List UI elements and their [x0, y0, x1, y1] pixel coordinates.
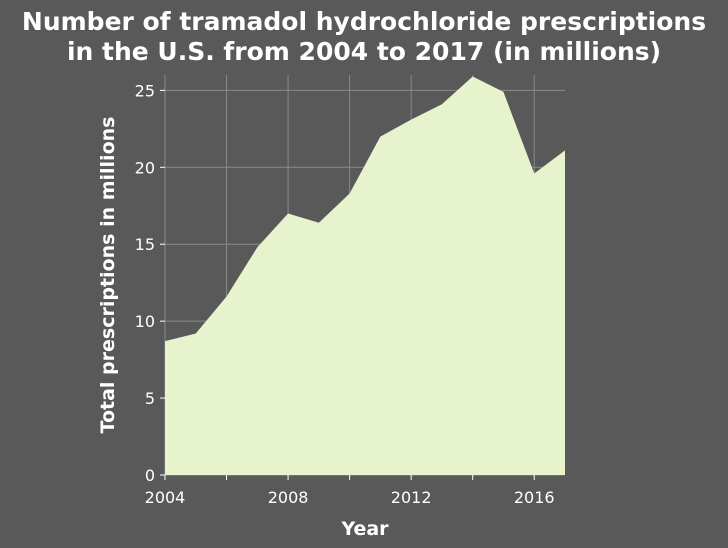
y-tick-label: 15: [135, 235, 155, 254]
chart-title-line-2: in the U.S. from 2004 to 2017 (in millio…: [67, 37, 661, 66]
x-tick-label: 2012: [391, 488, 432, 507]
x-tick-label: 2004: [145, 488, 186, 507]
y-tick-label: 10: [135, 312, 155, 331]
chart-title-line-1: Number of tramadol hydrochloride prescri…: [22, 7, 706, 36]
y-tick-label: 0: [145, 466, 155, 485]
axis-ticks: 2004 2008 2012 2016 0 5 10 15 20 25: [135, 81, 555, 507]
x-tick-label: 2016: [514, 488, 555, 507]
area-series: [165, 76, 565, 476]
y-axis-label: Total prescriptions in millions: [97, 117, 119, 434]
x-tick-label: 2008: [268, 488, 309, 507]
y-tick-label: 5: [145, 389, 155, 408]
x-axis-label: Year: [340, 518, 389, 540]
chart-title: Number of tramadol hydrochloride prescri…: [22, 7, 706, 66]
y-tick-label: 25: [135, 81, 155, 100]
y-tick-label: 20: [135, 158, 155, 177]
